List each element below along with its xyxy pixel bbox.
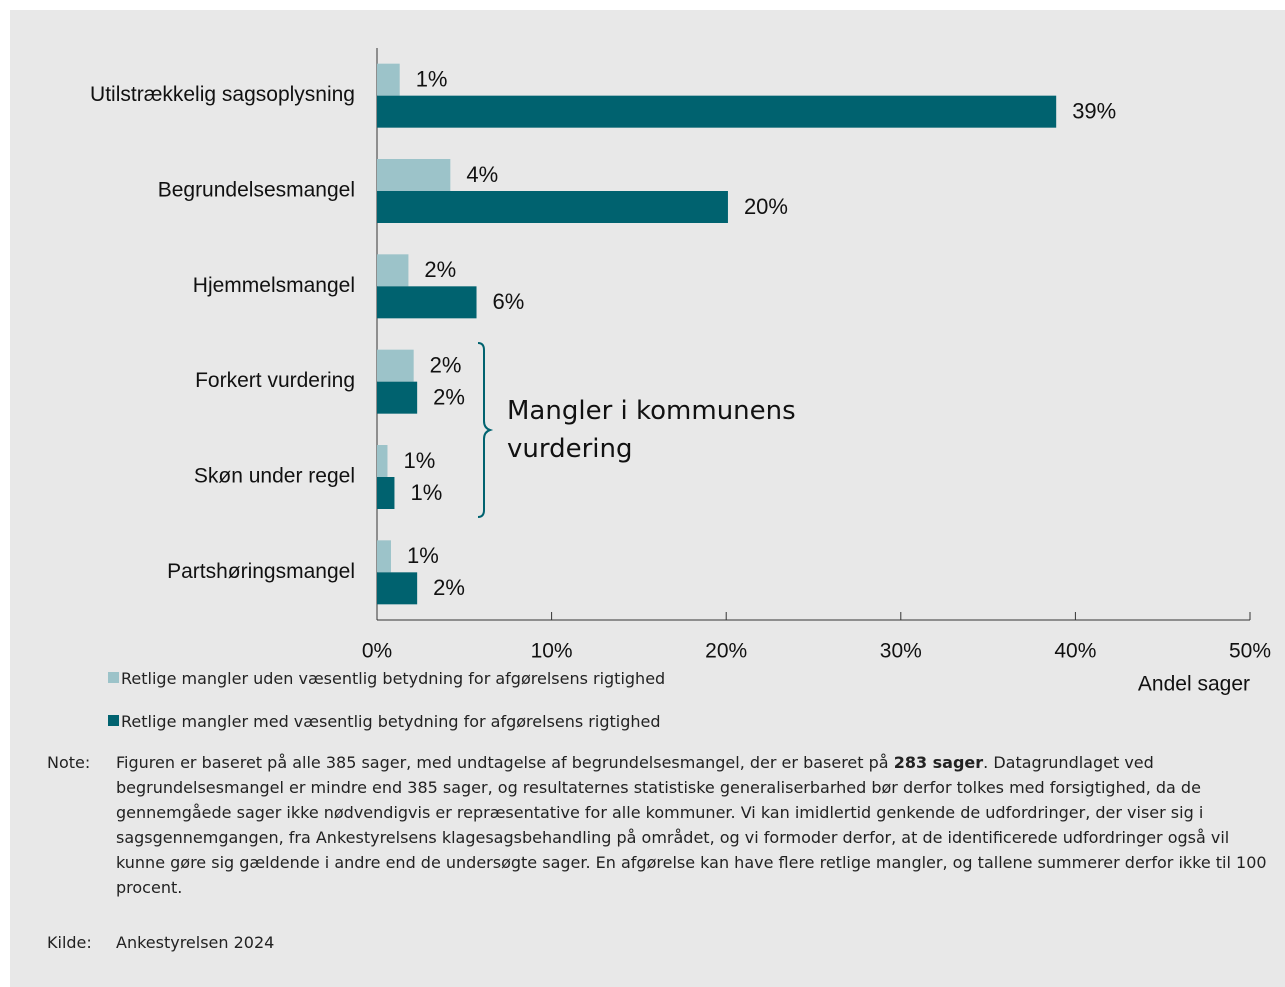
bar [377,349,414,382]
note-text: Figuren er baseret på alle 385 sager, me… [116,750,1267,900]
note-label: Note: [47,753,91,772]
note-text-part: . Datagrundlaget ved begrundelsesmangel … [116,753,1267,897]
value-label: 1% [410,480,442,505]
y-tick-label: Skøn under regel [194,465,355,488]
chart: 0% 10% 20% 30% 40% 50% Andel sager Utilstrækkel… [90,48,1271,696]
value-label: 1% [403,448,435,473]
bar [377,63,400,96]
y-tick-label: Forkert vurdering [195,369,355,392]
value-label: 2% [433,575,465,600]
value-label: 39% [1072,98,1116,123]
x-axis-label: Andel sager [1138,673,1250,696]
value-label: 2% [424,257,456,282]
bar [377,286,477,319]
value-label: 6% [493,289,525,314]
note: Note: Figuren er baseret på alle 385 sag… [47,750,1267,900]
x-tick-label: 20% [705,640,747,663]
bar [377,477,395,509]
bar [377,95,1057,128]
bar [377,159,451,191]
x-tick-label: 40% [1054,640,1096,663]
source-label: Kilde: [47,933,92,952]
y-tick-label: Utilstrækkelig sagsoplysning [90,83,355,106]
y-tick-label: Begrundelsesmangel [158,179,355,202]
note-text-part: Figuren er baseret på alle 385 sager, me… [116,753,894,772]
x-tick-label: 10% [531,640,573,663]
value-label: 1% [407,543,439,568]
legend-item: Retlige mangler uden væsentlig betydning… [108,668,688,689]
annotation-brace [477,342,494,518]
x-tick-label: 30% [880,640,922,663]
source-text: Ankestyrelsen 2024 [116,933,275,952]
bar [377,540,391,573]
value-label: 2% [433,384,465,409]
note-bold: 283 sager [893,753,984,772]
annotation: Mangler i kommunens vurdering [507,396,796,464]
source: Kilde: Ankestyrelsen 2024 [47,930,1267,955]
legend-label: Retlige mangler uden væsentlig betydning… [121,669,666,688]
bar [377,254,409,287]
y-tick-label: Hjemmelsmangel [193,274,355,297]
chart-panel: 0% 10% 20% 30% 40% 50% Andel sager Utilstrækkel… [10,10,1285,987]
value-label: 2% [430,352,462,377]
bar [377,381,418,414]
legend-item: Retlige mangler med væsentlig betydning … [108,711,688,732]
legend-swatch [108,715,119,726]
y-tick-label: Partshøringsmangel [167,560,355,583]
x-tick-label: 50% [1229,640,1271,663]
value-label: 1% [416,66,448,91]
legend-swatch [108,672,119,683]
bar [377,191,728,223]
legend-label: Retlige mangler med væsentlig betydning … [121,712,661,731]
value-label: 4% [466,162,498,187]
bar [377,572,418,605]
x-tick-label: 0% [362,640,392,663]
value-label: 20% [744,194,788,219]
bar [377,445,388,477]
